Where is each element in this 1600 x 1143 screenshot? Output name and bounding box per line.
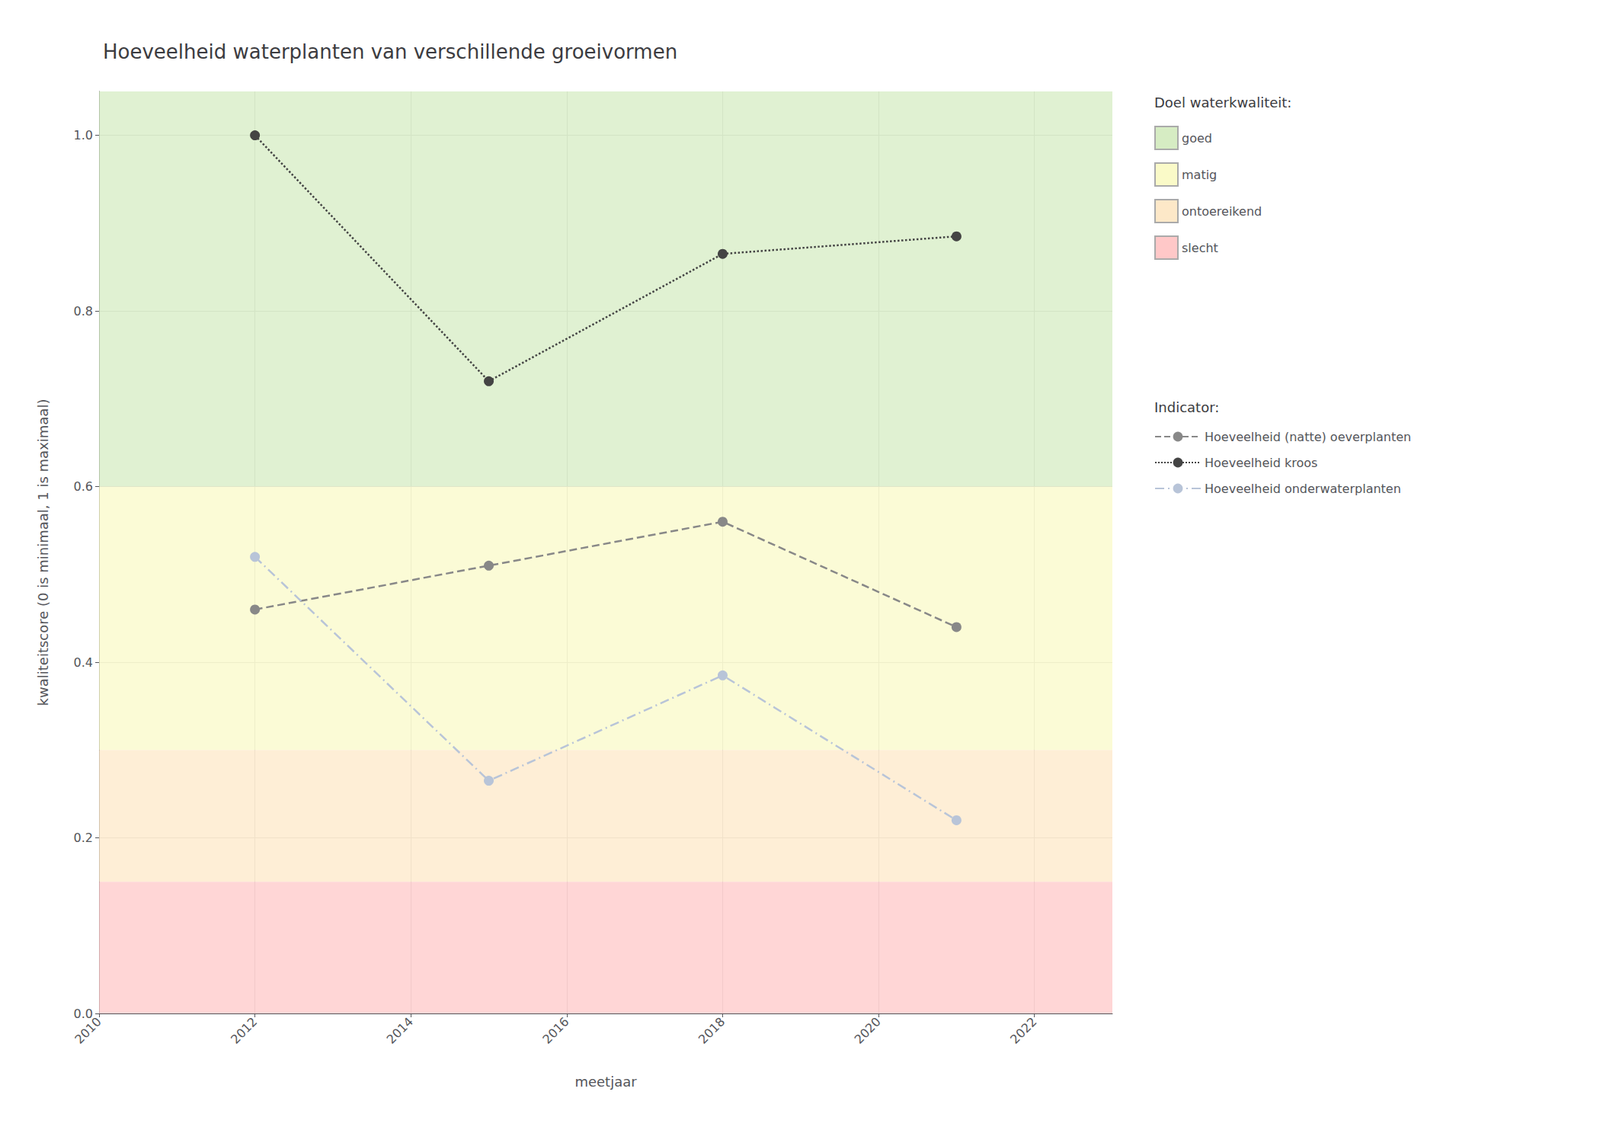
svg-text:0.0: 0.0 xyxy=(73,1006,93,1021)
svg-text:1.0: 1.0 xyxy=(73,128,93,143)
svg-text:2022: 2022 xyxy=(1007,1014,1040,1047)
svg-text:2020: 2020 xyxy=(851,1014,884,1047)
svg-text:2010: 2010 xyxy=(72,1014,105,1047)
svg-text:Hoeveelheid onderwaterplanten: Hoeveelheid onderwaterplanten xyxy=(1204,481,1402,496)
svg-text:2016: 2016 xyxy=(539,1014,572,1047)
svg-text:slecht: slecht xyxy=(1181,240,1219,256)
svg-text:Indicator:: Indicator: xyxy=(1154,399,1220,416)
svg-text:ontoereikend: ontoereikend xyxy=(1181,204,1262,219)
svg-text:2012: 2012 xyxy=(227,1014,260,1047)
svg-text:Doel waterkwaliteit:: Doel waterkwaliteit: xyxy=(1154,94,1292,111)
svg-text:meetjaar: meetjaar xyxy=(574,1073,637,1090)
svg-text:Hoeveelheid waterplanten van v: Hoeveelheid waterplanten van verschillen… xyxy=(102,40,678,64)
svg-text:2018: 2018 xyxy=(695,1014,728,1047)
svg-text:2014: 2014 xyxy=(384,1014,416,1047)
svg-text:matig: matig xyxy=(1181,167,1217,183)
svg-text:0.6: 0.6 xyxy=(73,479,93,494)
svg-text:0.8: 0.8 xyxy=(73,304,93,319)
svg-text:kwaliteitscore (0 is minimaal,: kwaliteitscore (0 is minimaal, 1 is maxi… xyxy=(35,399,52,707)
svg-text:Hoeveelheid kroos: Hoeveelheid kroos xyxy=(1204,455,1318,471)
svg-text:Hoeveelheid (natte) oeverplant: Hoeveelheid (natte) oeverplanten xyxy=(1204,429,1412,445)
svg-text:goed: goed xyxy=(1181,131,1213,146)
svg-text:0.2: 0.2 xyxy=(73,830,93,845)
svg-text:0.4: 0.4 xyxy=(73,655,93,670)
